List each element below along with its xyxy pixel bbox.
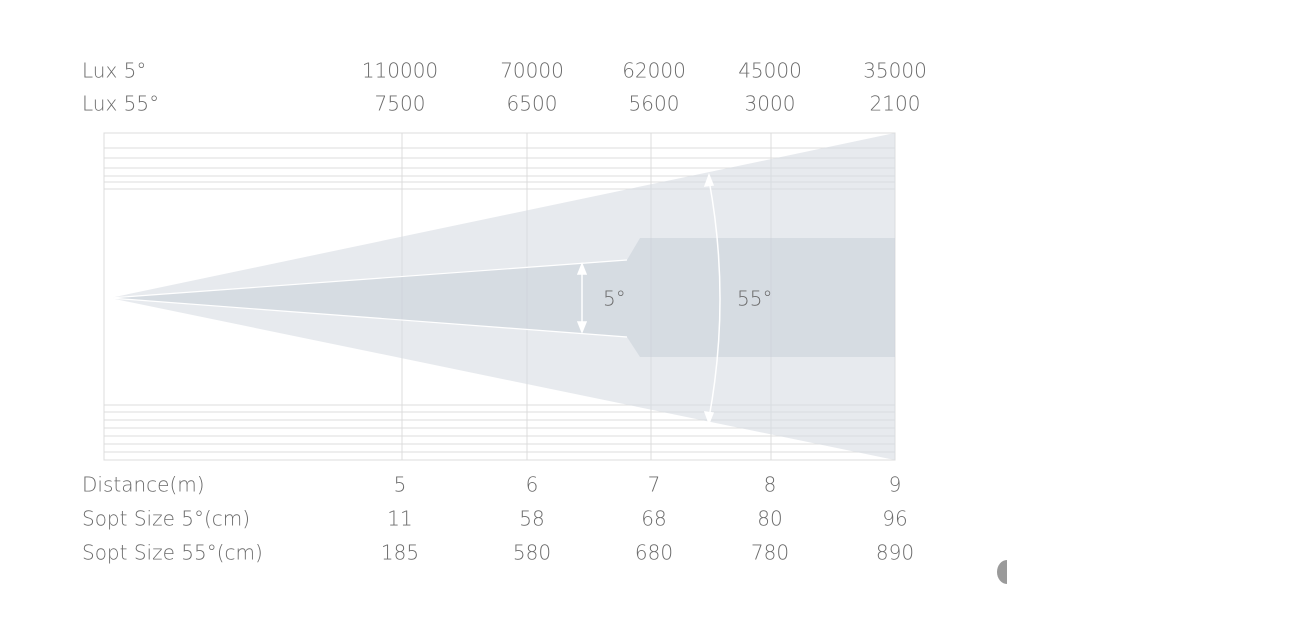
cell: 45000 [738, 59, 802, 83]
narrow-beam [110, 238, 895, 357]
cell: 58 [519, 507, 544, 531]
narrow-beam-edges [109, 259, 628, 338]
cell: 780 [751, 541, 789, 565]
cell: 96 [882, 507, 907, 531]
wide-arrow-heads [703, 172, 715, 426]
cell: 8 [764, 473, 777, 497]
cell: 62000 [622, 59, 686, 83]
cell: 7500 [375, 92, 426, 116]
row-label: Sopt Size 5°(cm) [82, 507, 250, 531]
row-label: Lux 55° [82, 92, 159, 116]
cell: 5 [394, 473, 407, 497]
cell: 580 [513, 541, 551, 565]
wide-arrow [708, 179, 721, 419]
cell: 890 [876, 541, 914, 565]
cell: 6 [526, 473, 539, 497]
narrow-arrow-heads [576, 261, 588, 335]
cell: 3000 [745, 92, 796, 116]
cell: 680 [635, 541, 673, 565]
row-label: Distance(m) [82, 473, 205, 497]
cell: 80 [757, 507, 782, 531]
angle-arrows [576, 172, 721, 426]
cell: 5600 [629, 92, 680, 116]
cell: 35000 [863, 59, 927, 83]
data-rows: Lux 5° 110000 70000 62000 45000 35000 Lux 55° 7… [82, 59, 927, 565]
cell: 110000 [362, 59, 438, 83]
cell: 6500 [507, 92, 558, 116]
decoration [997, 560, 1007, 584]
wide-angle-label: 55° [737, 287, 772, 311]
cell: 11 [387, 507, 412, 531]
cell: 9 [889, 473, 902, 497]
cell: 68 [641, 507, 666, 531]
row-label: Lux 5° [82, 59, 146, 83]
cell: 70000 [500, 59, 564, 83]
cell: 7 [648, 473, 661, 497]
cell: 2100 [870, 92, 921, 116]
cell: 185 [381, 541, 419, 565]
row-label: Sopt Size 55°(cm) [82, 541, 263, 565]
narrow-angle-label: 5° [603, 287, 626, 311]
